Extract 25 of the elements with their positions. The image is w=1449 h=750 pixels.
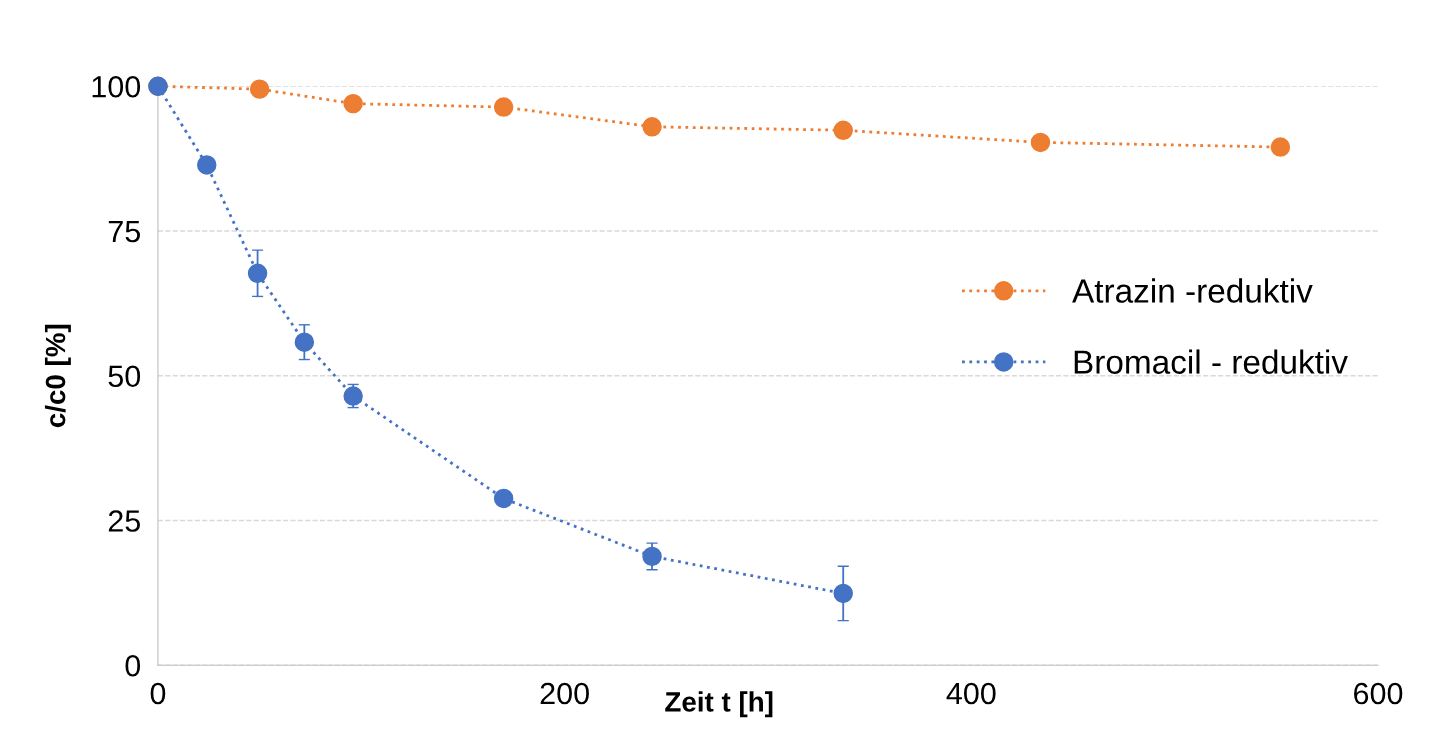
point (1270, 137, 1291, 157)
point (642, 117, 662, 137)
point (249, 79, 270, 99)
y-tick-label: 75 (108, 221, 140, 243)
y-tick-label: 50 (108, 365, 141, 388)
point (247, 263, 268, 283)
point (197, 155, 217, 175)
point (1030, 132, 1051, 153)
y-tick-label: 0 (125, 654, 141, 677)
x-tick-label: 200 (540, 682, 589, 705)
point (343, 93, 363, 114)
x-axis-title: Zeit t [h] (665, 691, 773, 718)
legend-label: Bromacil - reduktiv (1074, 349, 1348, 374)
x-tick-label: 400 (946, 682, 996, 705)
point (493, 488, 514, 509)
y-axis-title: c/c0 [%] (44, 324, 71, 428)
point (294, 332, 315, 352)
y-tick-label: 25 (108, 510, 140, 532)
y-tick-label: 100 (92, 75, 141, 98)
point (493, 97, 514, 117)
x-tick-label: 600 (1354, 682, 1403, 705)
point (833, 583, 853, 604)
x-tick-label: 0 (150, 682, 166, 705)
legend-label: Atrazin -reduktiv (1072, 278, 1313, 303)
point (833, 120, 853, 140)
